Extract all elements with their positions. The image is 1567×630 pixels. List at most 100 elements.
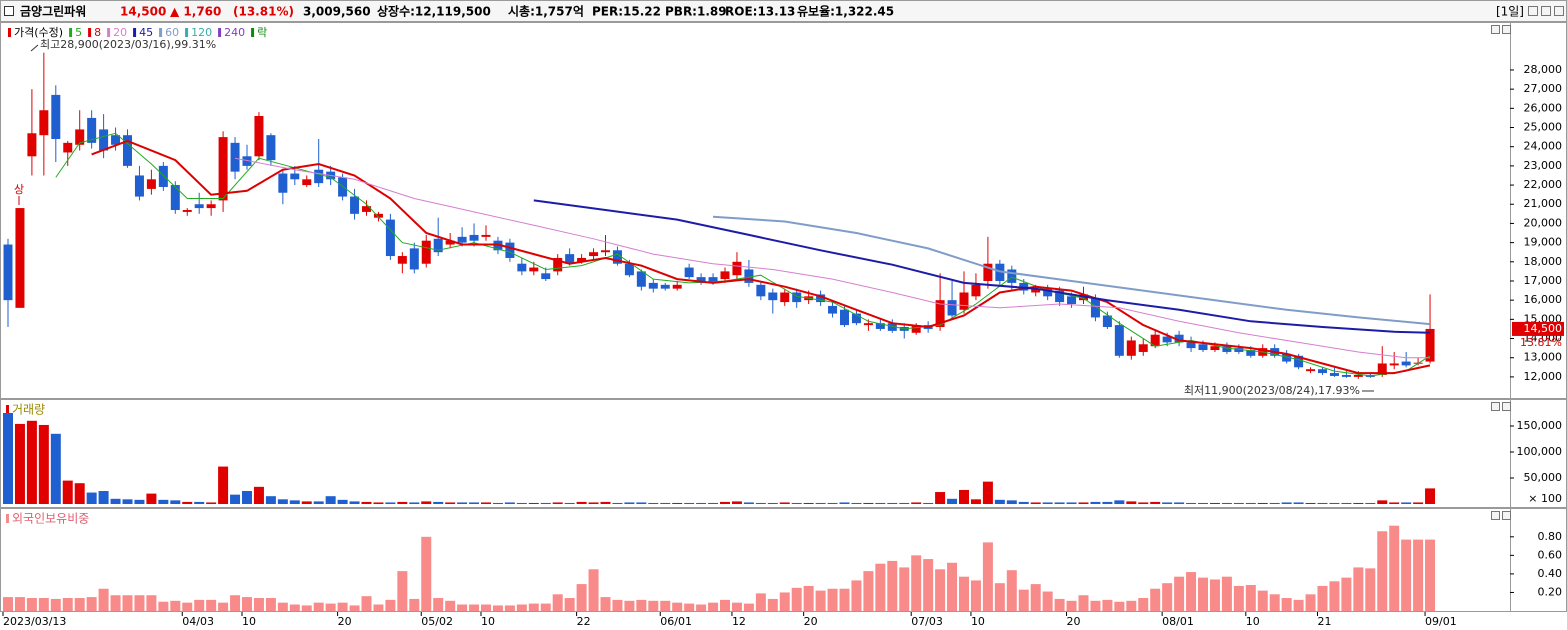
period-button[interactable]: [1일] bbox=[1496, 5, 1524, 19]
candle-body bbox=[840, 309, 849, 326]
candle-body bbox=[421, 240, 431, 264]
bar bbox=[696, 502, 707, 504]
x-tick-label: 07/03 bbox=[911, 615, 943, 628]
bar bbox=[1257, 590, 1268, 611]
candle-body bbox=[541, 273, 551, 280]
bar bbox=[50, 433, 61, 504]
bar bbox=[935, 492, 946, 504]
candle-body bbox=[756, 284, 766, 297]
candle-body bbox=[290, 173, 300, 180]
bar bbox=[911, 555, 922, 611]
candle-body bbox=[648, 282, 658, 289]
panel-icon[interactable] bbox=[1502, 402, 1511, 411]
x-tick-label: 20 bbox=[338, 615, 352, 628]
panel-icon[interactable] bbox=[1491, 402, 1500, 411]
bar bbox=[731, 501, 742, 504]
bar bbox=[970, 580, 981, 611]
legend-label: 240 bbox=[224, 26, 245, 39]
bar bbox=[385, 502, 396, 504]
bar bbox=[1377, 531, 1388, 611]
bar bbox=[624, 502, 635, 504]
candle-body bbox=[469, 234, 479, 241]
x-tick-label: 05/02 bbox=[421, 615, 453, 628]
bar bbox=[923, 502, 934, 504]
bar bbox=[696, 604, 707, 611]
candle-body bbox=[362, 206, 371, 212]
x-tick-label: 22 bbox=[577, 615, 591, 628]
y-tick-label: 26,000 bbox=[1524, 101, 1563, 114]
candle-body bbox=[851, 313, 861, 324]
candle-body bbox=[1150, 334, 1160, 347]
bar bbox=[1257, 502, 1268, 504]
bar bbox=[74, 598, 85, 611]
candle-body bbox=[314, 169, 324, 184]
bar bbox=[612, 502, 623, 504]
bar bbox=[684, 502, 695, 504]
bar bbox=[827, 588, 838, 611]
bar bbox=[242, 491, 252, 504]
candle-body bbox=[565, 254, 575, 264]
bar bbox=[146, 595, 157, 611]
candle-body bbox=[1007, 269, 1017, 283]
panel-icon[interactable] bbox=[1502, 511, 1511, 520]
candle-body bbox=[887, 323, 897, 331]
y-tick-label: 13,000 bbox=[1524, 351, 1563, 364]
panel-icon[interactable] bbox=[1502, 25, 1511, 34]
candle-body bbox=[708, 277, 718, 283]
y-tick-label: 17,000 bbox=[1524, 274, 1563, 287]
moving-average bbox=[91, 139, 1431, 375]
bar bbox=[337, 602, 348, 611]
legend-label: 45 bbox=[139, 26, 153, 39]
window-minimize[interactable] bbox=[1528, 6, 1538, 16]
bar bbox=[1114, 601, 1125, 611]
bar bbox=[349, 605, 360, 611]
bar bbox=[624, 600, 635, 611]
bar bbox=[313, 602, 324, 611]
bar bbox=[1042, 502, 1053, 504]
y-tick-label: 18,000 bbox=[1524, 255, 1563, 268]
legend-label: 60 bbox=[165, 26, 179, 39]
legend-label: 20 bbox=[113, 26, 127, 39]
bar bbox=[1365, 568, 1376, 611]
window-maximize[interactable] bbox=[1541, 6, 1551, 16]
bar bbox=[182, 602, 193, 611]
y-tick-label: 22,000 bbox=[1524, 178, 1563, 191]
panel-icon[interactable] bbox=[1491, 511, 1500, 520]
bar bbox=[779, 502, 790, 504]
bar bbox=[767, 598, 778, 611]
bar bbox=[265, 496, 276, 504]
bar bbox=[1389, 525, 1400, 611]
checkbox[interactable] bbox=[4, 6, 14, 16]
bar bbox=[767, 502, 778, 504]
bar bbox=[146, 493, 157, 504]
legend-swatch bbox=[88, 28, 92, 37]
candle-body bbox=[1246, 350, 1256, 356]
bar bbox=[1293, 599, 1304, 611]
bar bbox=[14, 597, 25, 611]
bar bbox=[982, 542, 993, 611]
window-close[interactable] bbox=[1554, 6, 1564, 16]
bar bbox=[445, 502, 456, 504]
bar bbox=[887, 560, 898, 611]
bar bbox=[1281, 598, 1292, 611]
candle-body bbox=[123, 135, 132, 166]
candle-body bbox=[1294, 355, 1304, 368]
bar bbox=[911, 502, 922, 504]
candle-body bbox=[206, 204, 216, 209]
bar bbox=[1030, 502, 1041, 504]
bar bbox=[301, 605, 312, 611]
candle-body bbox=[254, 116, 264, 157]
candle-body bbox=[146, 179, 156, 189]
candle-body bbox=[875, 323, 885, 329]
panel-icon[interactable] bbox=[1491, 25, 1500, 34]
bar bbox=[552, 502, 563, 504]
bar bbox=[1425, 488, 1436, 504]
candle-body bbox=[983, 263, 993, 281]
bar bbox=[564, 598, 575, 611]
candle-body bbox=[768, 292, 778, 301]
candle-body bbox=[1389, 363, 1399, 366]
candle-body bbox=[1067, 296, 1077, 304]
x-tick-label: 20 bbox=[1067, 615, 1081, 628]
candle-body bbox=[624, 263, 634, 276]
